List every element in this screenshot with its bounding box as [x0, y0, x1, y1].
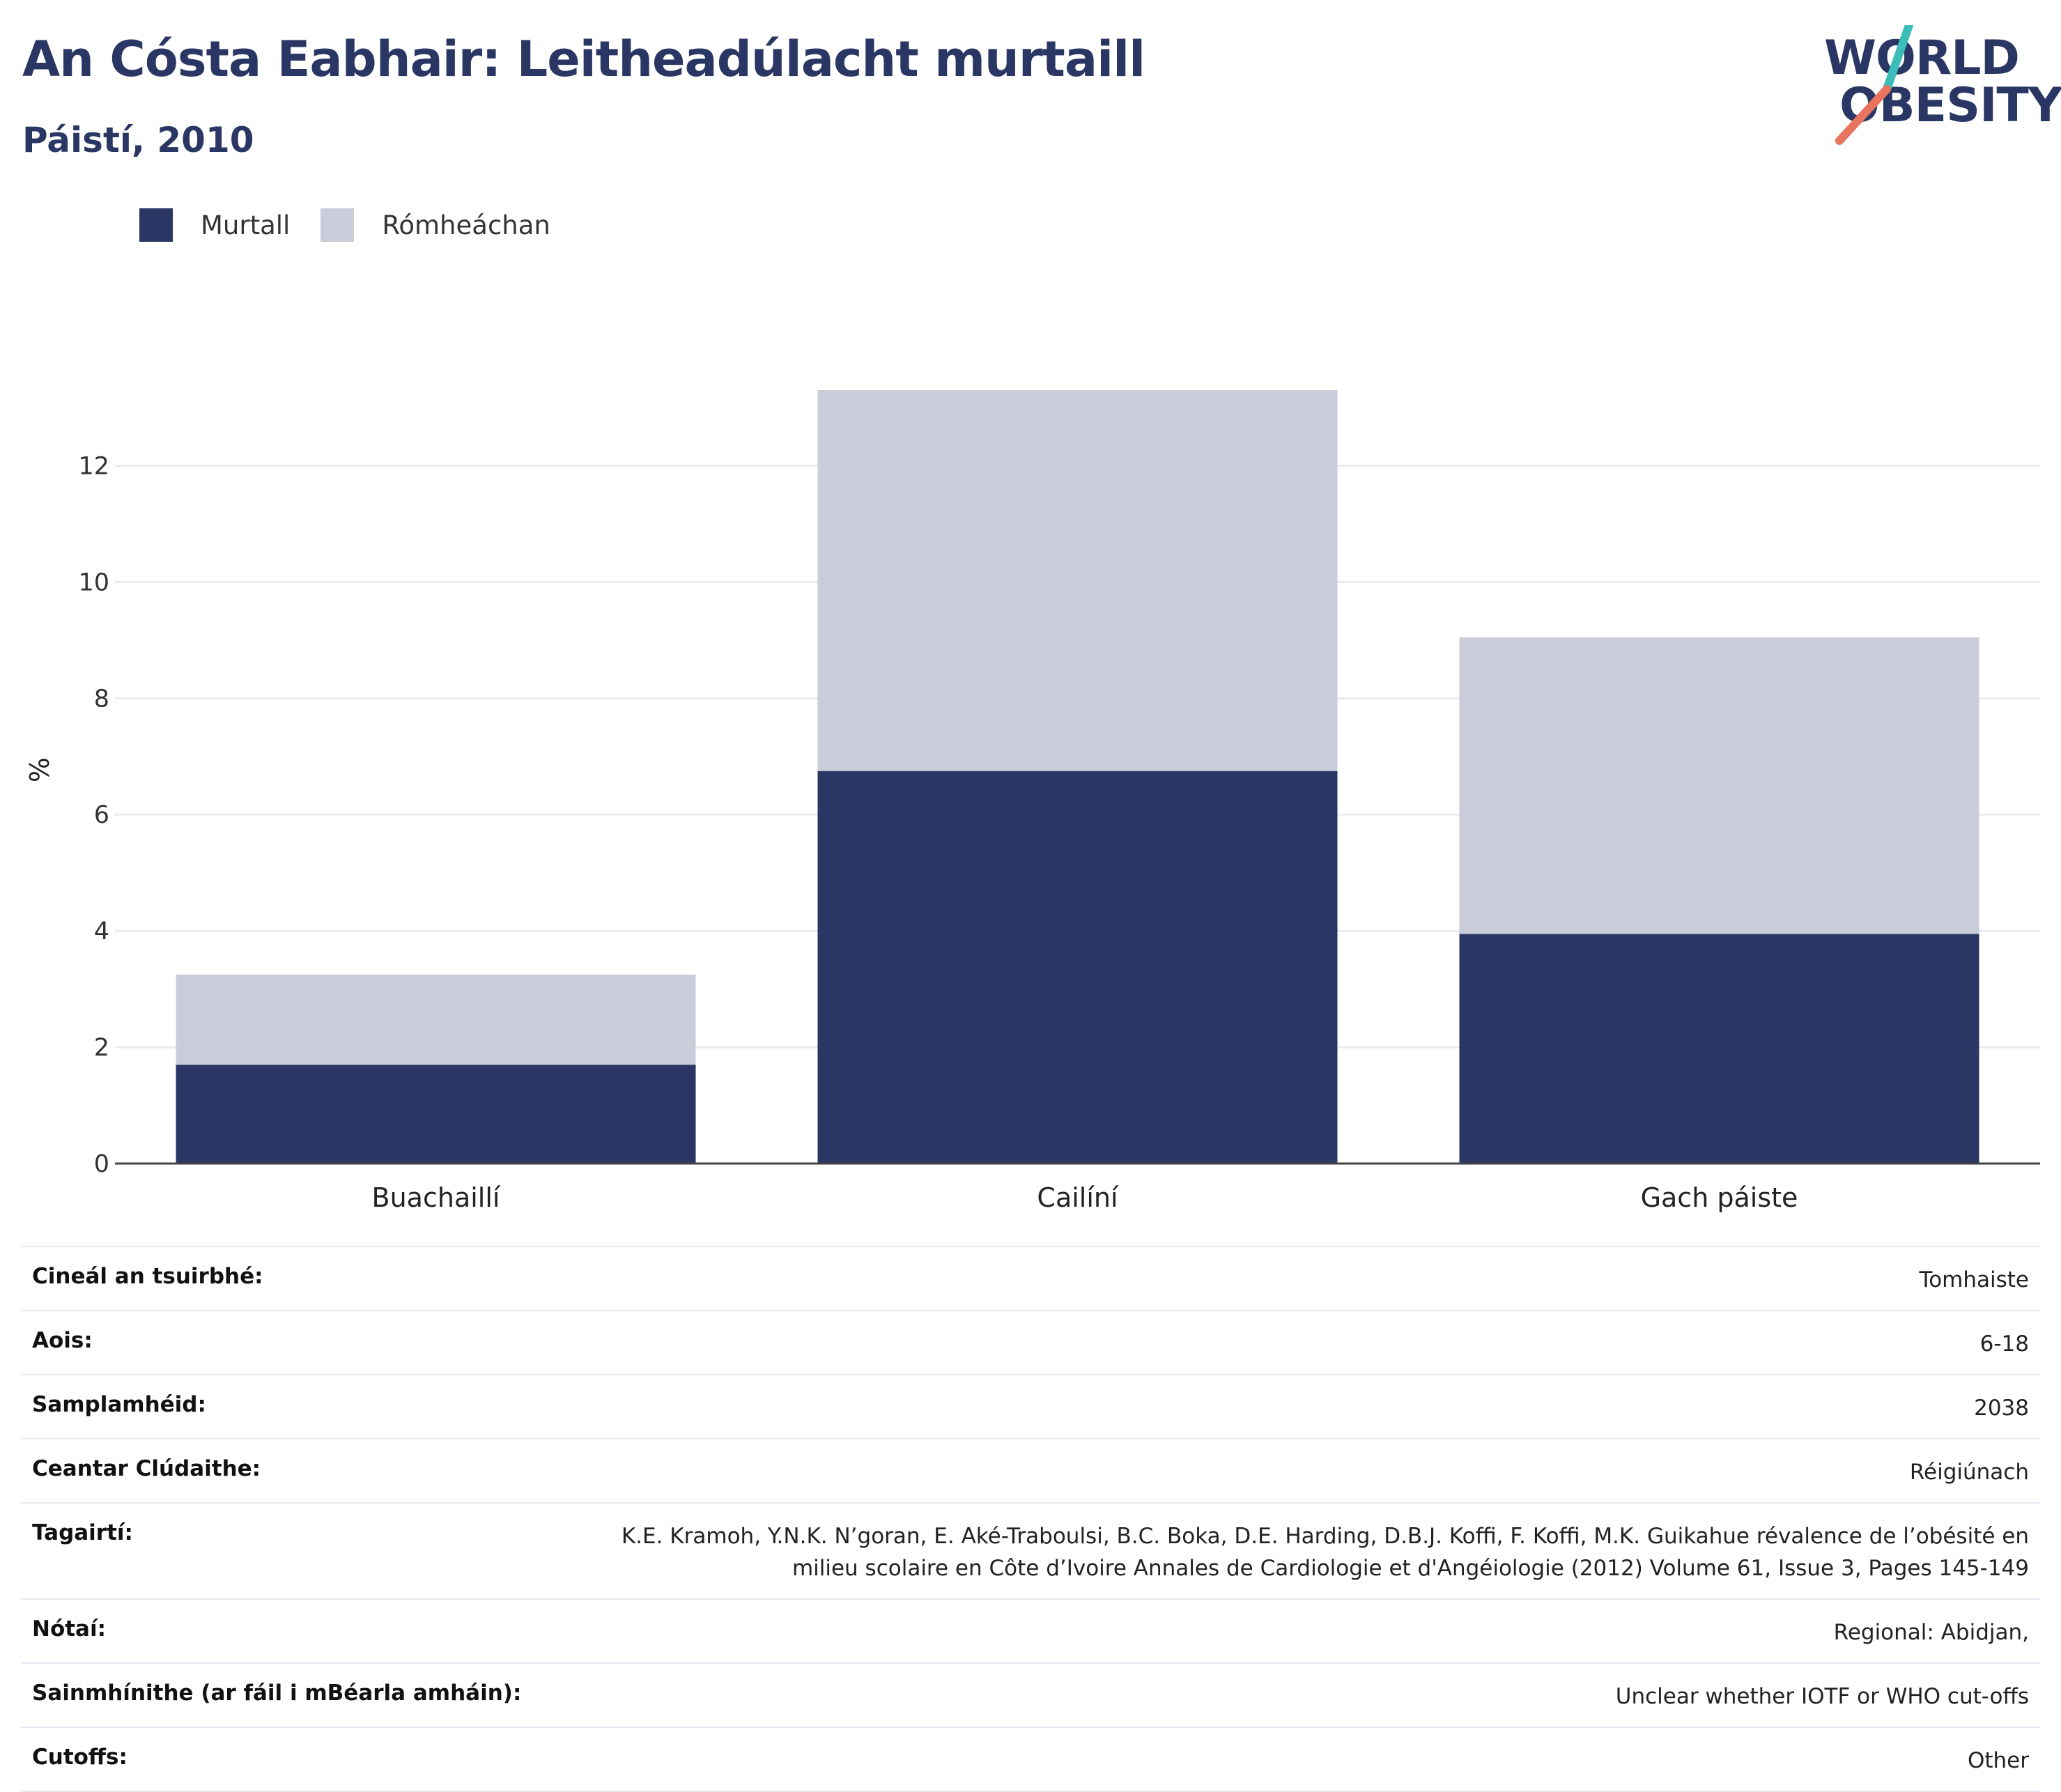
chart-title: An Cósta Eabhair: Leitheadúlacht murtail… — [22, 31, 1145, 88]
y-tick-label-6: 6 — [94, 801, 109, 829]
info-key: Ceantar Clúdaithe: — [32, 1456, 261, 1481]
y-axis-title: % — [24, 757, 55, 782]
info-row: Aois: 6-18 — [21, 1310, 2040, 1374]
info-value: Réigiúnach — [1909, 1460, 2029, 1485]
info-row: Tagairtí: K.E. Kramoh, Y.N.K. N’goran, E.… — [21, 1502, 2040, 1598]
info-key: Cutoffs: — [32, 1745, 128, 1770]
y-tick-label-8: 8 — [94, 685, 109, 713]
logo-text-world: WORLD — [1824, 31, 2020, 86]
info-key: Tagairtí: — [32, 1520, 133, 1545]
y-tick-label-12: 12 — [78, 452, 109, 480]
info-row: Ceantar Clúdaithe: Réigiúnach — [21, 1438, 2040, 1502]
bar-overweight-1 — [817, 390, 1338, 771]
info-row: Sainmhínithe (ar fáil i mBéarla amháin):… — [21, 1662, 2040, 1727]
legend-swatch-obese — [139, 208, 173, 242]
info-value: K.E. Kramoh, Y.N.K. N’goran, E. Aké-Trab… — [621, 1524, 2029, 1581]
world-obesity-logo[interactable]: WORLD OBESITY — [1812, 25, 2061, 150]
info-value: 2038 — [1974, 1396, 2029, 1421]
bar-obese-2 — [1459, 934, 1979, 1164]
legend-item-obese[interactable]: Murtall — [139, 208, 290, 242]
info-row: Samplamhéid: 2038 — [21, 1374, 2040, 1438]
survey-info-table: Cineál an tsuirbhé: Tomhaiste Aois: 6-18 Sam… — [21, 1246, 2040, 1792]
legend-swatch-overweight — [321, 208, 355, 242]
info-value: Other — [1967, 1748, 2029, 1773]
info-row: Nótaí: Regional: Abidjan, — [21, 1598, 2040, 1662]
x-category-label-2: Gach páiste — [1641, 1182, 1798, 1213]
y-tick-label-0: 0 — [94, 1150, 109, 1178]
info-key: Sainmhínithe (ar fáil i mBéarla amháin): — [32, 1681, 522, 1706]
bar-overweight-0 — [176, 974, 696, 1065]
y-tick-label-4: 4 — [94, 918, 109, 945]
x-category-label-1: Cailíní — [1037, 1182, 1119, 1213]
legend-label-obese: Murtall — [201, 210, 291, 240]
legend-label-overweight: Rómheáchan — [382, 210, 550, 240]
legend: Murtall Rómheáchan — [139, 208, 581, 242]
info-value: Regional: Abidjan, — [1833, 1620, 2029, 1645]
x-category-label-0: Buachaillí — [372, 1182, 501, 1213]
bar-obese-0 — [176, 1065, 696, 1164]
info-value: Unclear whether IOTF or WHO cut-offs — [1615, 1684, 2029, 1709]
logo-slash-icon — [1835, 25, 1913, 145]
bar-overweight-2 — [1459, 637, 1979, 934]
bar-obese-1 — [817, 771, 1338, 1164]
info-row: Cutoffs: Other — [21, 1727, 2040, 1792]
info-value: 6-18 — [1979, 1331, 2029, 1357]
stacked-bar-chart: 0 2 4 6 8 10 12% Buachaillí Cailíní Gach páiste — [24, 390, 2040, 1213]
chart-subtitle: Páistí, 2010 — [22, 120, 254, 160]
info-key: Cineál an tsuirbhé: — [32, 1264, 263, 1289]
info-value: Tomhaiste — [1919, 1267, 2029, 1292]
info-key: Samplamhéid: — [32, 1392, 206, 1417]
info-key: Aois: — [32, 1328, 93, 1353]
info-key: Nótaí: — [32, 1616, 107, 1642]
y-tick-label-2: 2 — [94, 1034, 109, 1062]
info-row: Cineál an tsuirbhé: Tomhaiste — [21, 1246, 2040, 1310]
y-tick-label-10: 10 — [78, 569, 109, 596]
legend-item-overweight[interactable]: Rómheáchan — [321, 208, 550, 242]
